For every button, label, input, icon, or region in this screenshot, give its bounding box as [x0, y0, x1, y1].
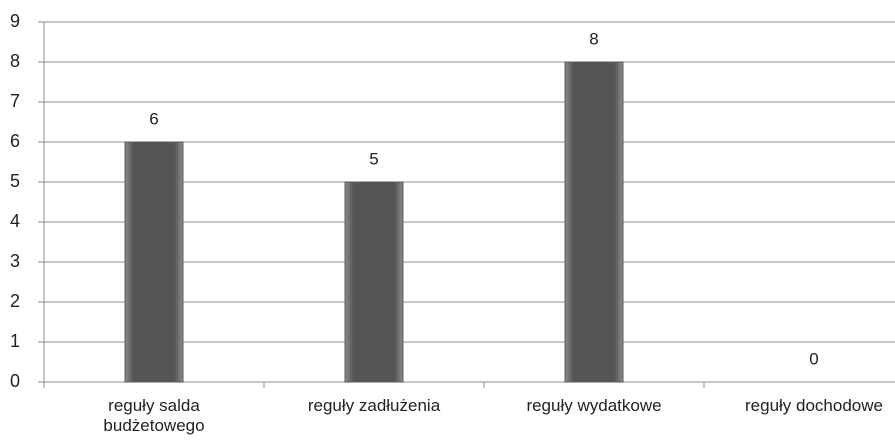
y-tick-label: 2: [10, 291, 20, 311]
y-tick-label: 6: [10, 131, 20, 151]
x-tick-label: reguły salda budżetowego: [103, 396, 205, 435]
y-tick-label: 7: [10, 91, 20, 111]
bar: [344, 181, 404, 383]
y-tick-label: 0: [10, 371, 20, 391]
data-label: 0: [809, 349, 818, 368]
bar: [124, 141, 184, 383]
data-label: 5: [369, 149, 378, 168]
data-label: 8: [589, 29, 598, 48]
y-tick-label: 8: [10, 51, 20, 71]
bar: [564, 61, 624, 383]
y-tick-label: 5: [10, 171, 20, 191]
x-tick-label: reguły wydatkowe: [526, 396, 662, 415]
y-tick-label: 1: [10, 331, 20, 351]
y-tick-label: 4: [10, 211, 20, 231]
y-tick-label: 3: [10, 251, 20, 271]
x-tick-label: reguły dochodowe: [745, 396, 883, 415]
data-label: 6: [149, 109, 158, 128]
y-tick-label: 9: [10, 11, 20, 31]
x-tick-label: reguły zadłużenia: [307, 396, 441, 415]
